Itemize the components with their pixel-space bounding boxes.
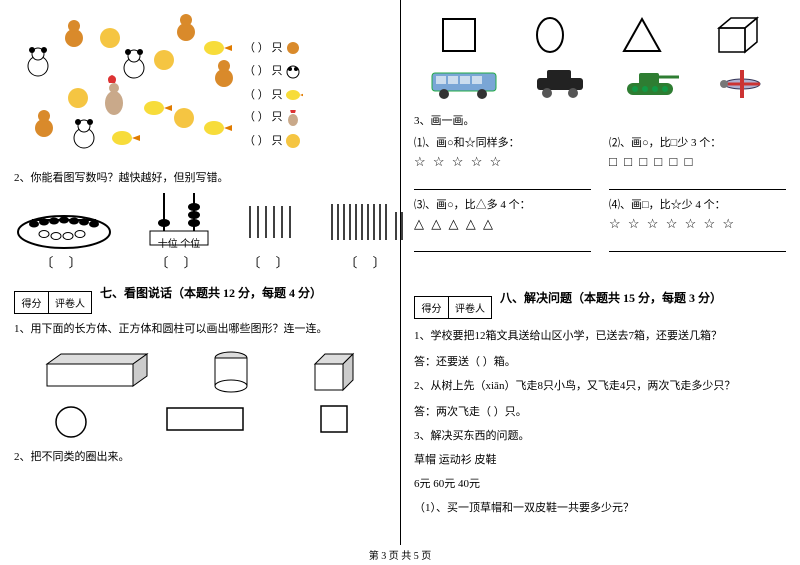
q8-3q: （1）、买一顶草帽和一双皮鞋一共要多少元？ (414, 499, 786, 515)
shapes-2d-row (14, 404, 386, 440)
tally-1: 〔 〕 (244, 194, 298, 271)
animal-count-list: （ ） 只 （ ） 只 （ ） 只 （ ） 只 （ ） 只 (244, 8, 386, 163)
cuboid-icon (43, 350, 153, 390)
score-l8: 得分 (415, 297, 449, 318)
q8-3r1: 草帽 运动衫 皮鞋 (414, 451, 786, 467)
cell2-line (609, 174, 786, 190)
abacus-label: 十位 个位 (144, 235, 214, 250)
bracket-1: 〔 〕 (14, 252, 114, 271)
column-divider (400, 0, 401, 545)
draw-grid: ⑴、画○和☆同样多： ☆ ☆ ☆ ☆ ☆ ⑵、画○，比□少 3 个： □ □ □… (414, 134, 786, 252)
abacus-2: 十位 个位 〔 〕 (144, 191, 214, 271)
shapes-3d-row (14, 350, 386, 394)
bracket-3: 〔 〕 (244, 252, 298, 271)
cell2-t: ⑵、画○，比□少 3 个： (609, 134, 786, 150)
q8-3: 3、解决买东西的问题。 (414, 427, 786, 443)
cell2-s: □ □ □ □ □ □ (609, 154, 786, 170)
tally-2: 〔 〕 (328, 194, 408, 271)
cylinder-icon (211, 350, 251, 394)
blank-5: （ ） 只 (244, 135, 283, 147)
section-7-title: 七、看图说话（本题共 12 分，每题 4 分） (100, 284, 322, 301)
blank-2: （ ） 只 (244, 65, 283, 77)
q3-text: 3、画一画。 (414, 112, 786, 128)
shape-row (414, 14, 786, 56)
blank-4: （ ） 只 (244, 111, 283, 123)
sec7-q1: 1、用下面的长方体、正方体和圆柱可以画出哪些图形？连一连。 (14, 320, 386, 336)
cell3-line (414, 236, 591, 252)
q8-2: 2、从树上先（xiān）飞走8只小鸟，又飞走4只，两次飞走多少只？ (414, 377, 786, 393)
car-icon (533, 68, 589, 100)
cube-icon (309, 350, 357, 394)
cell4-s: ☆ ☆ ☆ ☆ ☆ ☆ ☆ (609, 216, 786, 232)
cell1-line (414, 174, 591, 190)
q8-1: 1、学校要把12箱文具送给山区小学，已送去7箱，还要送几箱？ (414, 327, 786, 343)
plane-icon (714, 66, 770, 102)
score-l: 得分 (15, 292, 49, 313)
page-footer: 第 3 页 共 5 页 (0, 545, 800, 562)
sec7-q2: 2、把不同类的圈出来。 (14, 448, 386, 464)
q8-2a: 答：两次飞走（ ）只。 (414, 403, 786, 419)
score-r: 评卷人 (49, 292, 91, 313)
score-r8: 评卷人 (449, 297, 491, 318)
score-box-7: 得分 评卷人 (14, 291, 92, 314)
tank-icon (621, 67, 681, 101)
bracket-2: 〔 〕 (144, 252, 214, 271)
section-8-title: 八、解决问题（本题共 15 分，每题 3 分） (500, 289, 722, 306)
bus-icon (430, 67, 500, 101)
cell4-t: ⑷、画□，比☆少 4 个： (609, 196, 786, 212)
q8-3r2: 6元 60元 40元 (414, 475, 786, 491)
abacus-1: 〔 〕 (14, 194, 114, 271)
bracket-4: 〔 〕 (328, 252, 408, 271)
vehicle-row (414, 66, 786, 102)
q8-1a: 答：还要送（ ）箱。 (414, 353, 786, 369)
cell4-line (609, 236, 786, 252)
score-box-8: 得分 评卷人 (414, 296, 492, 319)
q2-text: 2、你能看图写数吗？越快越好，但别写错。 (14, 169, 386, 185)
cell3-s: △ △ △ △ △ (414, 216, 591, 232)
cell1-s: ☆ ☆ ☆ ☆ ☆ (414, 154, 591, 170)
blank-3: （ ） 只 (244, 89, 283, 101)
cell3-t: ⑶、画○，比△多 4 个： (414, 196, 591, 212)
animal-cluster (14, 8, 244, 163)
blank-1: （ ） 只 (244, 42, 283, 54)
cell1-t: ⑴、画○和☆同样多： (414, 134, 591, 150)
